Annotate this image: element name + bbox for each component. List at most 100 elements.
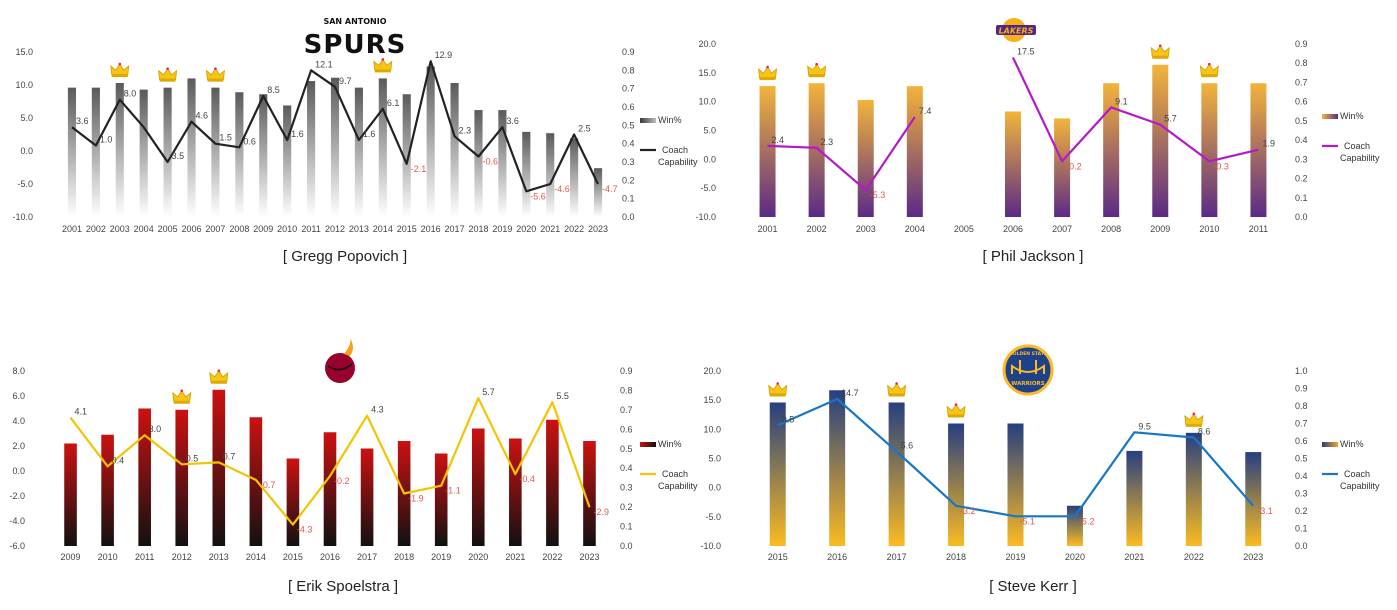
x-tick-label: 2011 <box>135 552 154 562</box>
legend-capability-label: Capability <box>1340 481 1380 491</box>
crown-shape <box>1150 45 1170 58</box>
chart-kerr: 20.0 15.0 10.0 5.0 0.0 -5.0 -10.0 1.0 0.9 0.8 0.7 0… <box>698 330 1397 610</box>
logo-subtitle: GOLDEN STATE <box>1009 351 1047 357</box>
legend-bar-swatch <box>1322 442 1338 447</box>
y2-tick-label: 0.9 <box>622 47 635 57</box>
bar <box>450 83 459 218</box>
bar <box>163 87 172 217</box>
bar <box>139 89 148 217</box>
data-label: -2.9 <box>593 507 609 517</box>
x-tick-label: 2012 <box>172 552 192 562</box>
legend: Win% Coach Capability <box>1322 439 1380 491</box>
crown-gem <box>217 369 221 373</box>
x-tick-label: 2020 <box>1065 552 1085 562</box>
crown-shape <box>1199 63 1219 76</box>
y-tick-label: 15.0 <box>703 395 721 405</box>
data-label: 12.1 <box>315 59 333 69</box>
bar <box>434 453 448 546</box>
y2-tick-label: 0.2 <box>1295 174 1308 184</box>
y2-tick-label: 0.1 <box>1295 524 1308 534</box>
data-label: 1.6 <box>363 129 376 139</box>
data-label: 7.4 <box>919 106 932 116</box>
bar <box>249 417 263 546</box>
crown-gem <box>1192 412 1196 416</box>
bar <box>402 94 411 217</box>
x-tick-label: 2023 <box>579 552 599 562</box>
data-label: 9.1 <box>1115 96 1128 106</box>
data-label: -3.1 <box>1257 506 1273 516</box>
crown-icon <box>1199 62 1219 78</box>
data-label: -0.4 <box>519 474 535 484</box>
x-tick-label: 2008 <box>1101 224 1121 234</box>
bar <box>829 390 846 546</box>
y2-tick-label: 0.0 <box>1295 541 1308 551</box>
bar <box>101 434 114 546</box>
y-tick-label: 20.0 <box>703 366 721 376</box>
legend-win-label: Win% <box>658 439 682 449</box>
x-tick-label: 2020 <box>468 552 488 562</box>
x-tick-label: 2010 <box>1199 224 1219 234</box>
legend: Win% Coach Capability <box>640 115 698 167</box>
bar <box>378 78 387 218</box>
crown-base <box>210 380 227 384</box>
y2-tick-label: 0.9 <box>1295 39 1308 49</box>
y2-tick-label: 0.5 <box>1295 116 1308 126</box>
data-label: -4.6 <box>554 184 570 194</box>
bar <box>1185 432 1202 546</box>
legend-win-label: Win% <box>1340 439 1364 449</box>
y-tick-label: -10.0 <box>695 212 716 222</box>
y2-tick-label: 0.2 <box>622 175 635 185</box>
y-tick-label: 6.0 <box>12 391 25 401</box>
data-label: 1.5 <box>219 133 232 143</box>
y2-tick-label: 0.1 <box>1295 193 1308 203</box>
legend-capability-label: Capability <box>1340 153 1380 163</box>
x-tick-label: 2019 <box>492 224 512 234</box>
data-label: 1.9 <box>1262 139 1275 149</box>
heat-logo <box>325 338 355 383</box>
crown-shape <box>158 67 178 81</box>
y2-tick-label: 0.8 <box>1295 401 1308 411</box>
y-tick-label: 0.0 <box>708 483 721 493</box>
x-tick-label: 2013 <box>349 224 369 234</box>
crown-base <box>808 74 825 78</box>
y2-tick-label: 0.3 <box>1295 489 1308 499</box>
y2-tick-label: 0.9 <box>1295 384 1308 394</box>
x-tick-label: 2012 <box>325 224 345 234</box>
x-tick-label: 2023 <box>588 224 608 234</box>
legend-capability-label: Capability <box>658 157 698 167</box>
spoelstra-chart-svg: 8.0 6.0 4.0 2.0 0.0 -2.0 -4.0 -6.0 0.9 0.8 0.7 0.6 0… <box>9 338 698 562</box>
data-label: 0.6 <box>243 136 256 146</box>
y-tick-label: 15.0 <box>698 68 716 78</box>
bar <box>759 86 776 217</box>
y-tick-label: -4.0 <box>9 516 25 526</box>
crown-base <box>759 77 776 81</box>
logo-subtitle: SAN ANTONIO <box>323 17 386 26</box>
crown-base <box>159 78 176 82</box>
warriors-logo: GOLDEN STATE WARRIORS <box>1002 344 1054 396</box>
bar <box>426 66 435 218</box>
crown-gem <box>214 67 217 70</box>
bar <box>498 110 507 217</box>
crown-icon <box>1150 44 1170 59</box>
data-label: 5.7 <box>482 387 495 397</box>
x-tick-label: 2011 <box>1249 224 1268 234</box>
x-tick-label: 2010 <box>98 552 118 562</box>
y2-tick-label: 0.8 <box>1295 58 1308 68</box>
legend: Win% Coach Capability <box>1322 111 1380 163</box>
data-label: 0.7 <box>223 451 236 461</box>
bar <box>138 408 151 546</box>
data-label: -0.2 <box>1066 161 1082 171</box>
y-tick-label: -2.0 <box>9 491 25 501</box>
x-tick-label: 2022 <box>1184 552 1204 562</box>
crown-shape <box>209 370 229 383</box>
data-label: 6.1 <box>387 98 400 108</box>
y-tick-label: 20.0 <box>698 39 716 49</box>
data-label: -5.3 <box>870 190 886 200</box>
crown-icon <box>887 382 907 397</box>
crown-shape <box>373 58 393 71</box>
bar <box>570 138 579 217</box>
y2-tick-label: 0.1 <box>622 194 635 204</box>
y-tick-label: 10.0 <box>15 80 33 90</box>
bar <box>1007 423 1024 546</box>
y2-tick-label: 0.7 <box>622 84 635 94</box>
